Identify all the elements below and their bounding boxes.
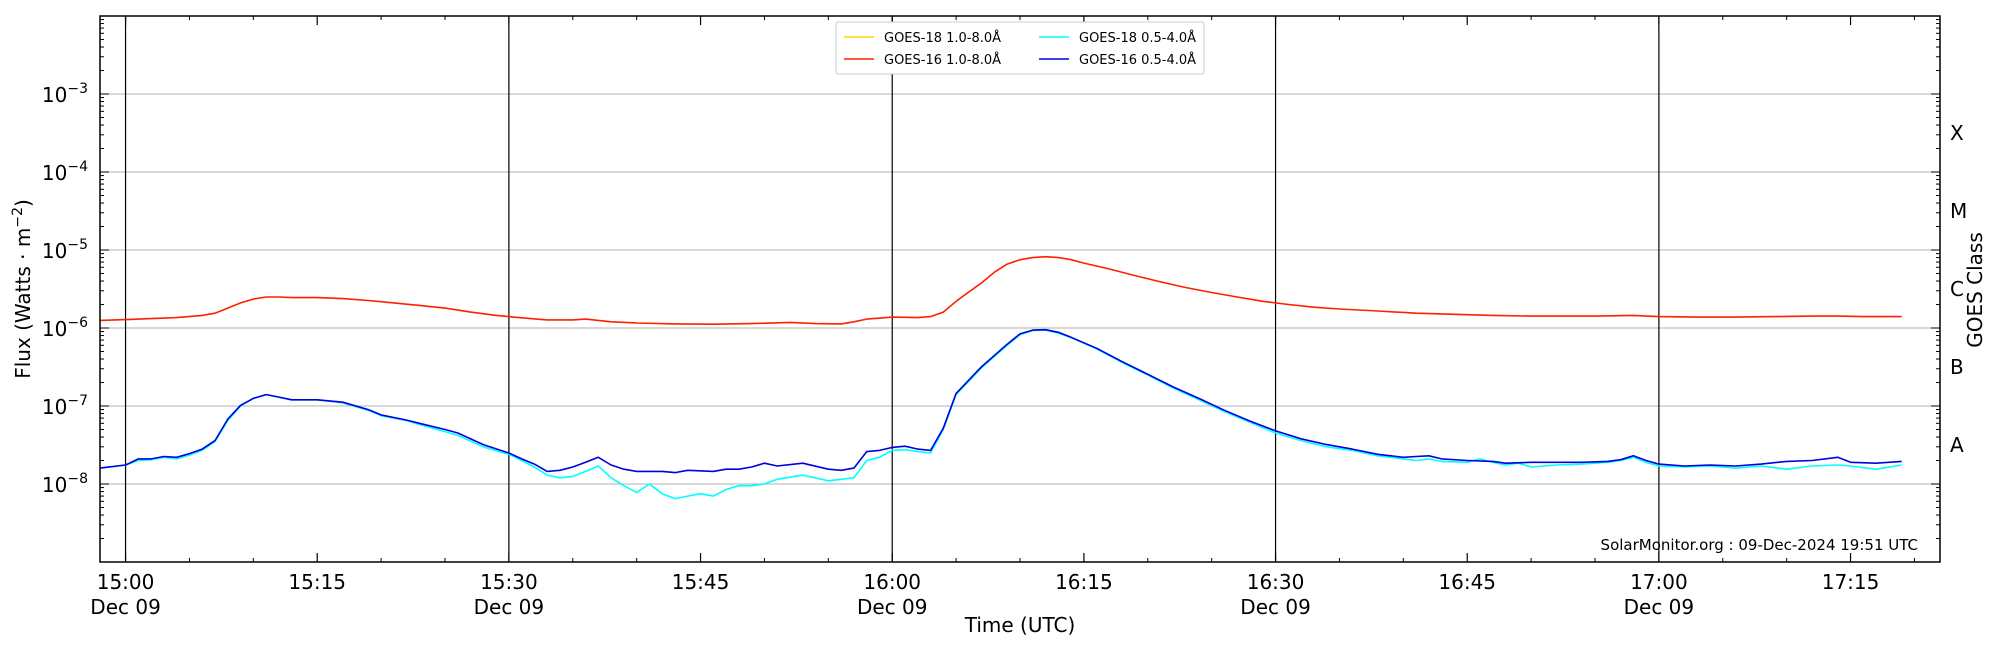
x-tick-date-label: Dec 09 xyxy=(90,595,161,619)
x-tick-date-label: Dec 09 xyxy=(1624,595,1695,619)
x-tick-label: 16:15 xyxy=(1055,570,1113,594)
x-tick-label: 16:00 xyxy=(863,570,921,594)
goes-class-label: M xyxy=(1950,199,1967,223)
right-axis-title: GOES Class xyxy=(1963,232,1987,348)
y-tick-label: 10−7 xyxy=(42,393,88,419)
y-tick-label: 10−4 xyxy=(42,159,88,185)
x-tick-label: 15:00 xyxy=(97,570,155,594)
goes-class-label: X xyxy=(1950,121,1964,145)
series-layer xyxy=(99,255,1902,500)
legend-box xyxy=(835,21,1205,75)
grid-layer xyxy=(100,93,1940,485)
y-axis-title: Flux (Watts · m−2) xyxy=(10,199,35,379)
y-tick-label: 10−3 xyxy=(42,81,88,107)
y-tick-label: 10−8 xyxy=(42,471,88,497)
y-tick-label: 10−6 xyxy=(42,315,88,341)
legend-label: GOES-16 0.5-4.0Å xyxy=(1079,52,1196,68)
day-vertical-lines xyxy=(124,16,1660,562)
y-tick-label: 10−5 xyxy=(42,237,88,263)
x-tick-label: 16:30 xyxy=(1247,570,1305,594)
x-tick-label: 17:00 xyxy=(1630,570,1688,594)
series-line xyxy=(99,255,1902,325)
legend-label: GOES-18 1.0-8.0Å xyxy=(884,30,1001,46)
x-tick-label: 16:45 xyxy=(1438,570,1496,594)
x-tick-date-label: Dec 09 xyxy=(857,595,928,619)
x-axis-title: Time (UTC) xyxy=(964,613,1076,637)
x-tick-label: 15:30 xyxy=(480,570,538,594)
legend: GOES-18 1.0-8.0Å GOES-16 1.0-8.0Å GOES-18 … xyxy=(835,21,1205,75)
x-tick-date-label: Dec 09 xyxy=(1240,595,1311,619)
series-line xyxy=(99,328,1902,474)
y-axis-ticks: 10−3 10−4 10−5 10−6 10−7 10−8 xyxy=(42,19,1940,563)
x-tick-label: 15:15 xyxy=(288,570,346,594)
x-tick-label: 15:45 xyxy=(672,570,730,594)
x-tick-label: 17:15 xyxy=(1822,570,1880,594)
x-tick-date-label: Dec 09 xyxy=(474,595,545,619)
legend-label: GOES-18 0.5-4.0Å xyxy=(1079,30,1196,46)
goes-class-label: B xyxy=(1950,355,1964,379)
goes-class-label: A xyxy=(1950,433,1964,457)
source-timestamp: SolarMonitor.org : 09-Dec-2024 19:51 UTC xyxy=(1601,536,1918,554)
goes-class-label: C xyxy=(1950,277,1964,301)
goes-class-labels: X M C B A xyxy=(1950,121,1967,457)
legend-label: GOES-16 1.0-8.0Å xyxy=(884,52,1001,68)
